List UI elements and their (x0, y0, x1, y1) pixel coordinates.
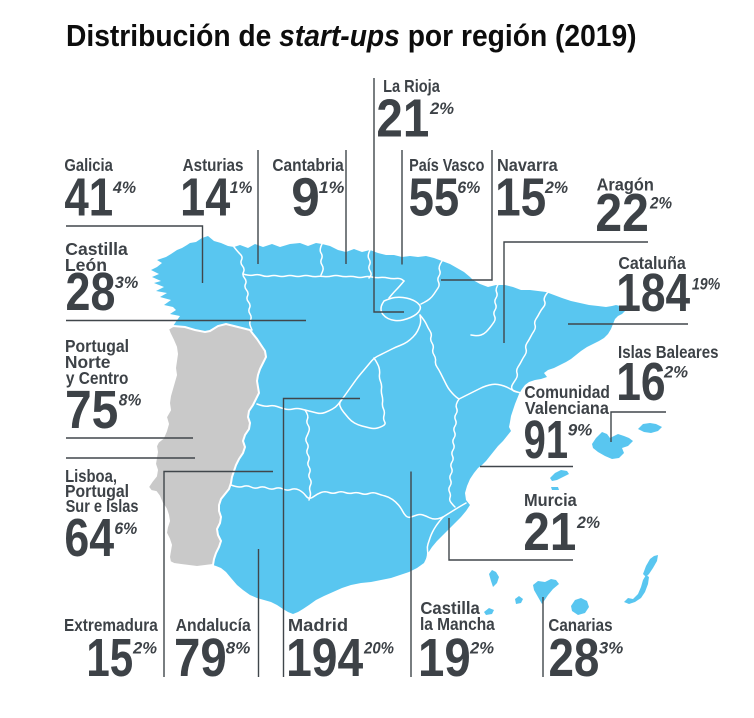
svg-text:75: 75 (65, 379, 118, 439)
svg-text:Madrid: Madrid (288, 615, 348, 634)
svg-text:1%: 1% (230, 179, 252, 198)
svg-text:País Vasco: País Vasco (409, 156, 484, 176)
svg-text:Portugal: Portugal (65, 481, 129, 501)
svg-text:91: 91 (524, 410, 568, 470)
svg-text:28: 28 (66, 261, 116, 322)
svg-text:15: 15 (86, 628, 133, 688)
svg-text:2%: 2% (544, 179, 568, 197)
svg-text:21: 21 (523, 501, 576, 562)
svg-text:Norte: Norte (65, 352, 111, 372)
svg-text:Murcia: Murcia (524, 491, 577, 511)
svg-text:Galicia: Galicia (64, 156, 113, 175)
svg-text:2%: 2% (132, 639, 157, 658)
svg-text:79: 79 (174, 627, 227, 688)
svg-text:Portugal: Portugal (65, 336, 129, 356)
svg-text:28: 28 (548, 627, 599, 687)
svg-text:2%: 2% (576, 514, 600, 532)
svg-text:2%: 2% (649, 195, 672, 213)
svg-text:16: 16 (616, 352, 665, 412)
svg-text:Valenciana: Valenciana (525, 398, 610, 418)
svg-text:6%: 6% (114, 520, 137, 538)
svg-text:9: 9 (291, 167, 320, 227)
svg-text:Extremadura: Extremadura (64, 616, 158, 635)
svg-text:21: 21 (376, 88, 429, 149)
svg-text:2%: 2% (429, 99, 454, 118)
svg-text:2%: 2% (469, 639, 494, 658)
svg-text:9%: 9% (568, 421, 593, 440)
svg-text:La Rioja: La Rioja (383, 77, 441, 97)
svg-text:Navarra: Navarra (497, 155, 558, 175)
svg-text:15: 15 (495, 167, 546, 227)
svg-text:2%: 2% (663, 363, 688, 382)
svg-text:Comunidad: Comunidad (524, 382, 609, 402)
svg-text:19%: 19% (692, 276, 721, 294)
svg-text:Islas Baleares: Islas Baleares (618, 343, 718, 362)
svg-text:3%: 3% (115, 274, 139, 292)
svg-text:Lisboa,: Lisboa, (65, 467, 117, 486)
svg-text:8%: 8% (119, 391, 141, 410)
svg-text:Canarias: Canarias (548, 616, 612, 635)
svg-text:Cantabria: Cantabria (272, 155, 344, 175)
svg-text:Aragón: Aragón (597, 175, 654, 195)
svg-text:Castilla: Castilla (65, 239, 128, 259)
svg-text:64: 64 (64, 507, 114, 568)
svg-text:3%: 3% (599, 639, 624, 658)
svg-text:22: 22 (595, 182, 649, 242)
svg-text:19: 19 (418, 627, 471, 688)
svg-text:6%: 6% (457, 179, 480, 197)
svg-text:Sur e Islas: Sur e Islas (66, 497, 139, 517)
svg-text:Asturias: Asturias (183, 156, 244, 175)
svg-text:20%: 20% (363, 640, 394, 658)
svg-text:14: 14 (180, 167, 230, 228)
svg-text:y Centro: y Centro (66, 369, 129, 388)
svg-text:4%: 4% (112, 179, 136, 197)
svg-text:184: 184 (616, 263, 690, 323)
svg-text:Cataluña: Cataluña (618, 253, 686, 273)
svg-text:Castilla: Castilla (420, 599, 480, 618)
svg-text:41: 41 (64, 167, 113, 227)
svg-text:Andalucía: Andalucía (176, 615, 252, 635)
svg-text:la Mancha: la Mancha (420, 614, 496, 634)
svg-text:8%: 8% (226, 639, 251, 658)
svg-text:1%: 1% (319, 179, 345, 197)
svg-text:55: 55 (409, 167, 460, 228)
svg-text:Distribución de start-ups por: Distribución de start-ups por región (20… (66, 19, 637, 54)
svg-text:León: León (65, 255, 107, 275)
svg-text:194: 194 (286, 628, 363, 688)
